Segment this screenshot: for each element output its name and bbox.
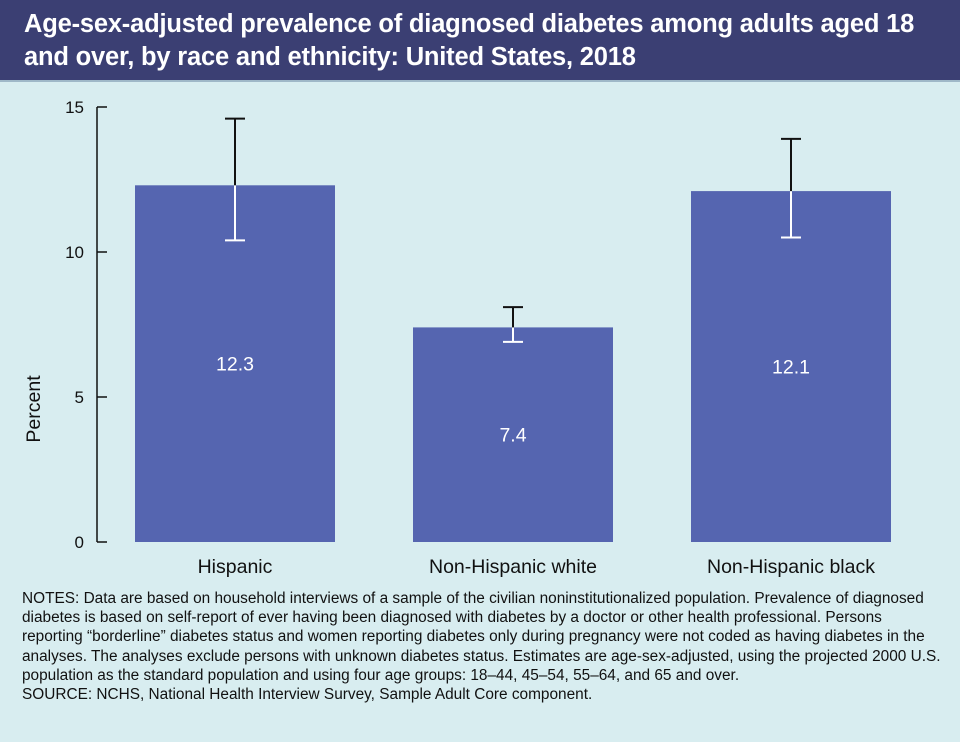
labels-layer: 12.3 Hispanic 7.4 Non-Hispanic white 12.1 Non… — [198, 354, 876, 578]
y-tick-label: 15 — [65, 98, 84, 117]
y-tick-label: 0 — [75, 533, 84, 552]
bar — [135, 185, 335, 543]
bar-value-label: 7.4 — [499, 425, 526, 447]
bar-chart: Percent 0 5 10 15 12.3 Hispanic 7.4 Non-Hispan… — [23, 98, 891, 578]
y-tick-label: 5 — [75, 388, 84, 407]
bars-layer — [135, 117, 891, 543]
chart-header: Age-sex-adjusted prevalence of diagnosed… — [0, 0, 960, 82]
bar-value-label: 12.1 — [772, 357, 810, 379]
category-label: Non-Hispanic black — [707, 556, 875, 578]
chart-title: Age-sex-adjusted prevalence of diagnosed… — [24, 10, 915, 71]
source-text: SOURCE: NCHS, National Health Interview … — [22, 686, 593, 704]
bar — [691, 191, 891, 542]
notes-section: NOTES: Data are based on household inter… — [22, 589, 942, 704]
y-tick-label: 10 — [65, 243, 84, 262]
y-axis-title: Percent — [23, 375, 45, 443]
bar — [413, 327, 613, 542]
notes-text: NOTES: Data are based on household inter… — [22, 590, 941, 684]
category-label: Hispanic — [198, 556, 273, 578]
bar-value-label: 12.3 — [216, 354, 254, 376]
category-label: Non-Hispanic white — [429, 556, 597, 578]
y-axis: 0 5 10 15 — [65, 98, 107, 552]
